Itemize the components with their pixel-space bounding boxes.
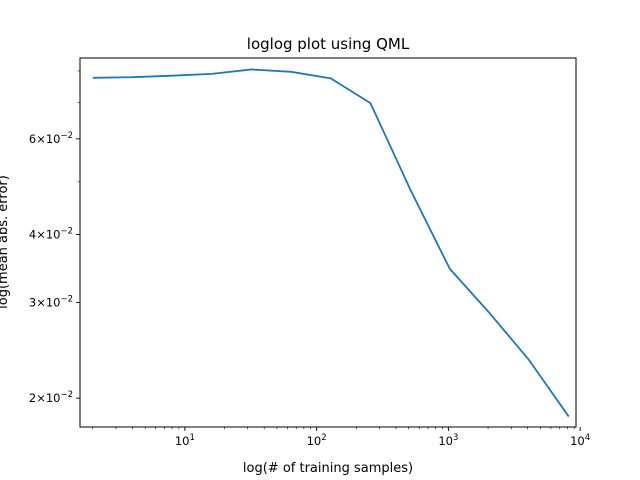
y-axis-ticks: 2×10−2 3×10−2 4×10−2 6×10−2 [29,70,80,405]
x-axis-ticks: 101 102 103 104 [92,427,590,448]
x-tick-label: 101 [175,433,195,448]
x-tick-label: 104 [570,433,590,448]
x-axis-label: log(# of training samples) [243,461,413,476]
y-tick-label: 6×10−2 [29,131,73,146]
series-line-0 [92,68,570,418]
y-axis-label: log(mean abs. error) [0,175,11,309]
chart-title: loglog plot using QML [247,35,410,53]
y-tick-label: 2×10−2 [29,390,73,405]
plot-layer [92,68,570,418]
x-tick-label: 103 [438,433,458,448]
y-tick-label: 4×10−2 [29,227,73,242]
plot-frame [79,57,577,428]
x-tick-label: 102 [307,433,327,448]
y-tick-label: 3×10−2 [29,294,73,309]
